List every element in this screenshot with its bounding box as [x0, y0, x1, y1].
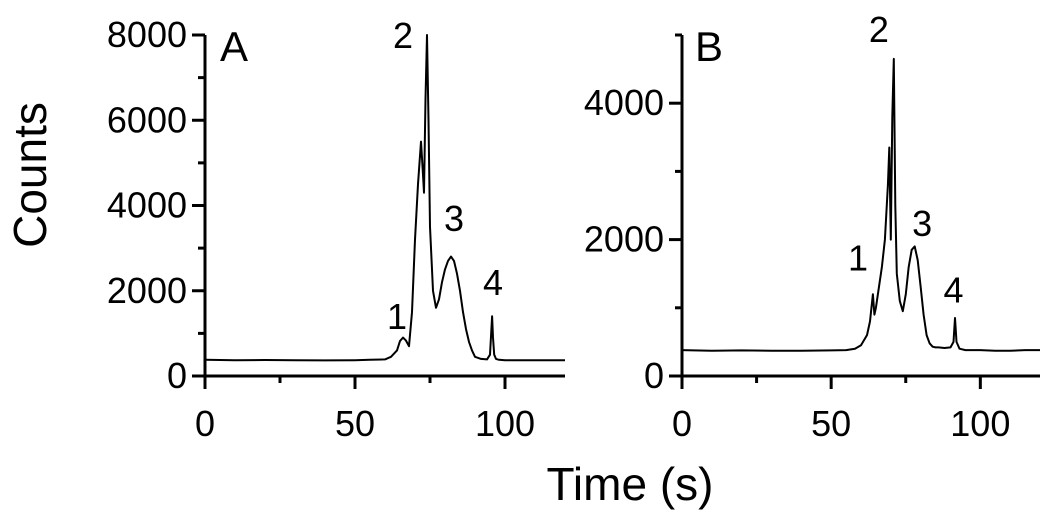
panel-a: A 0 50 100 0 2000 4000 6000 8000 1 2 34	[107, 14, 565, 444]
x-tick-label-a: 100	[475, 403, 535, 444]
panel-b: B 0 50 100 0 2000 4000 1 2 34	[584, 9, 1040, 444]
y-axis-label: Counts	[4, 102, 56, 248]
x-tick-label-a: 50	[335, 403, 375, 444]
x-axis-label: Time (s)	[547, 458, 714, 510]
series-line-a	[204, 34, 565, 362]
peak-label-b-4: 4	[943, 269, 963, 310]
y-tick-label-a: 8000	[107, 14, 187, 55]
panel-label-a: A	[220, 23, 248, 70]
peak-label-b-1: 1	[848, 237, 868, 278]
x-tick-label-b: 100	[950, 403, 1010, 444]
peak-label-b-2: 2	[869, 9, 889, 50]
peak-label-a-3: 3	[444, 198, 464, 239]
y-tick-label-a: 0	[167, 355, 187, 396]
x-tick-label-b: 0	[672, 403, 692, 444]
series-line-b	[681, 57, 1040, 352]
y-tick-label-a: 2000	[107, 270, 187, 311]
y-tick-label-a: 6000	[107, 99, 187, 140]
y-tick-label-b: 4000	[584, 82, 664, 123]
peak-label-b-3: 3	[912, 203, 932, 244]
panel-label-b: B	[695, 23, 723, 70]
x-tick-label-a: 0	[195, 403, 215, 444]
y-tick-label-b: 2000	[584, 219, 664, 260]
y-tick-label-a: 4000	[107, 185, 187, 226]
peak-label-a-1: 1	[387, 296, 407, 337]
peak-label-a-2: 2	[393, 15, 413, 56]
y-tick-label-b: 0	[644, 355, 664, 396]
peak-label-a-4: 4	[483, 262, 503, 303]
x-tick-label-b: 50	[811, 403, 851, 444]
